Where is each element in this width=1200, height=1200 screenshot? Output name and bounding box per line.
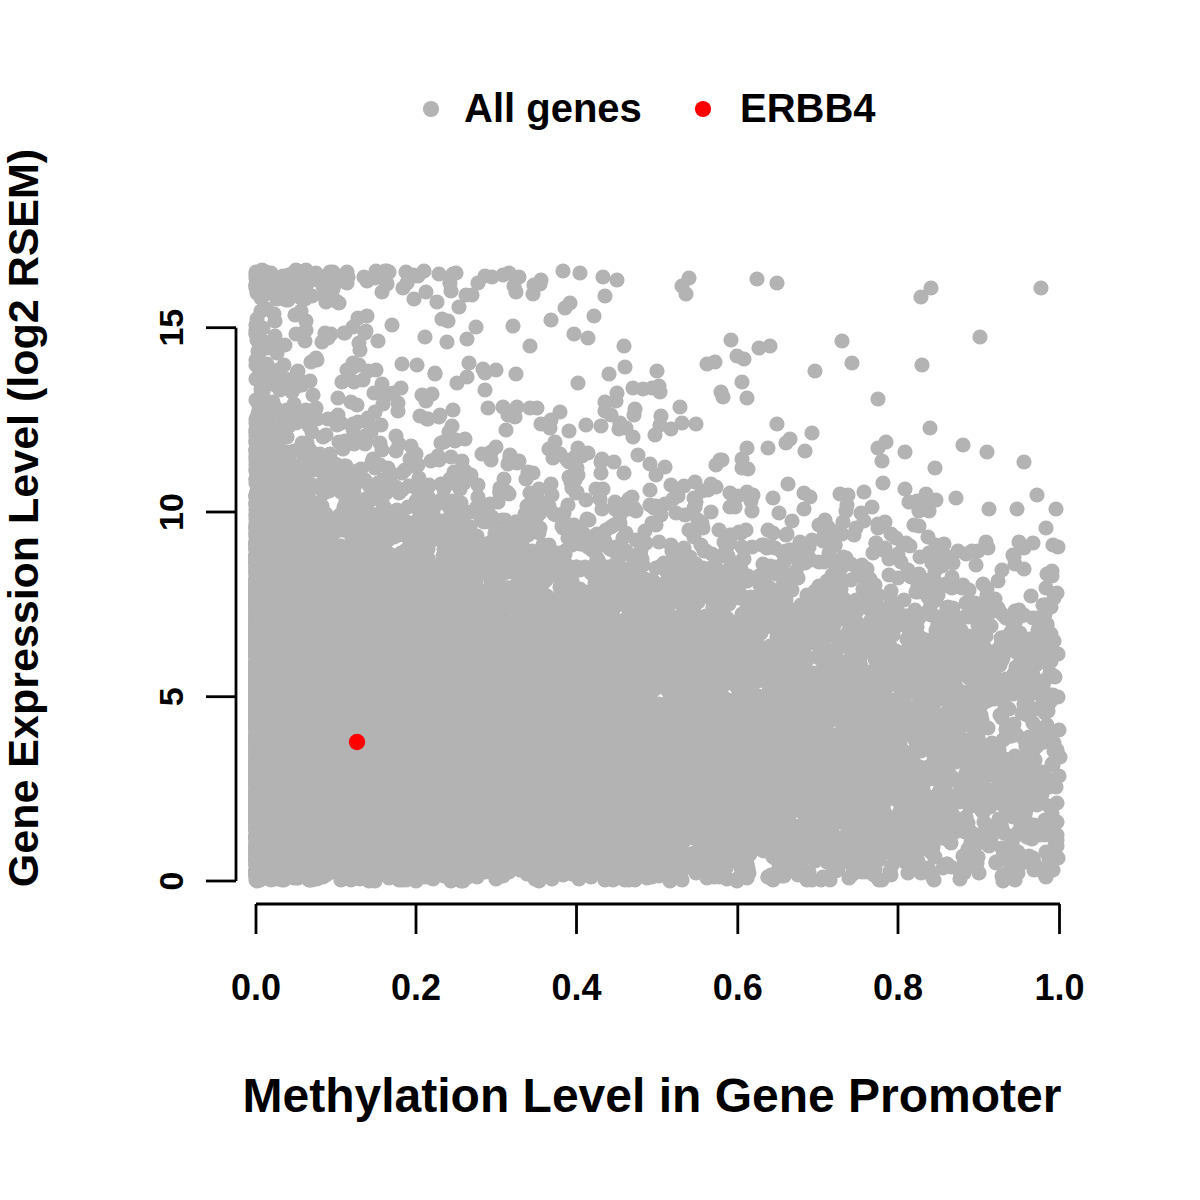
svg-text:0.4: 0.4 xyxy=(551,967,601,1008)
svg-text:Methylation Level in Gene Prom: Methylation Level in Gene Promoter xyxy=(243,1069,1062,1122)
svg-text:0: 0 xyxy=(152,872,190,891)
svg-text:1.0: 1.0 xyxy=(1034,967,1084,1008)
svg-text:15: 15 xyxy=(152,309,190,347)
svg-text:0.6: 0.6 xyxy=(713,967,763,1008)
svg-text:0.0: 0.0 xyxy=(231,967,281,1008)
svg-text:ERBB4: ERBB4 xyxy=(740,86,876,130)
svg-text:All genes: All genes xyxy=(464,86,642,130)
svg-text:5: 5 xyxy=(152,687,190,706)
svg-text:10: 10 xyxy=(152,493,190,531)
svg-text:Gene Expression Level (log2 RS: Gene Expression Level (log2 RSEM) xyxy=(0,149,47,887)
svg-text:0.2: 0.2 xyxy=(391,967,441,1008)
svg-text:0.8: 0.8 xyxy=(873,967,923,1008)
